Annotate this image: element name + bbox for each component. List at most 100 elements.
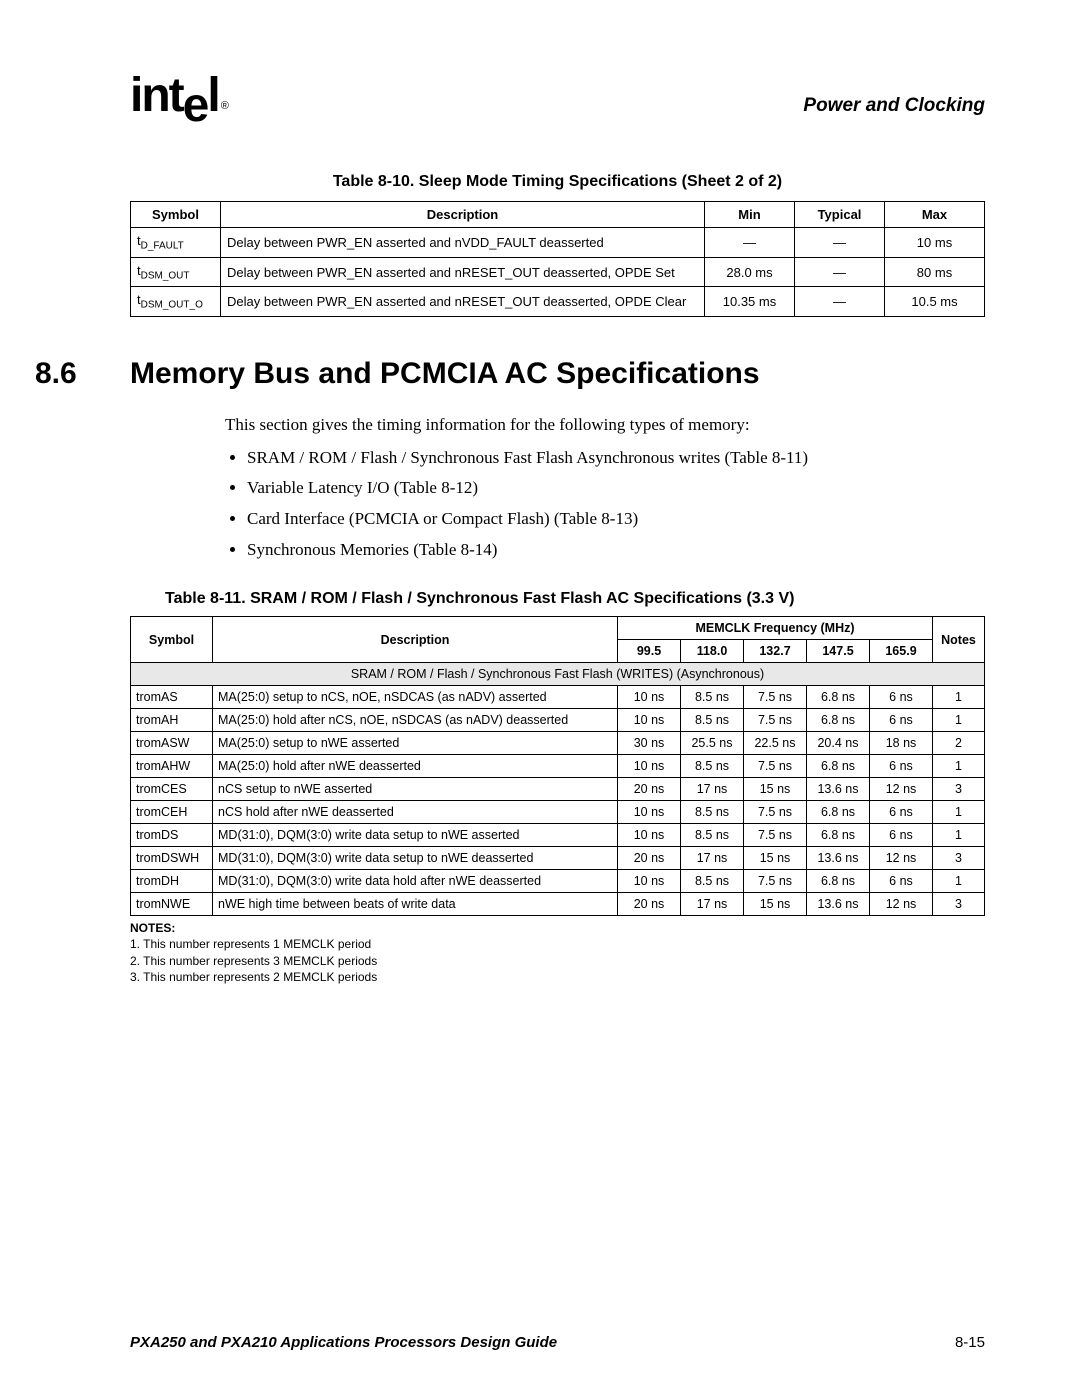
col-header-freq-value: 132.7 xyxy=(744,640,807,663)
cell-value: 10 ns xyxy=(618,824,681,847)
cell-value: 15 ns xyxy=(744,778,807,801)
cell-value: 6.8 ns xyxy=(807,686,870,709)
cell-value: 20 ns xyxy=(618,778,681,801)
cell-value: 10 ns xyxy=(618,709,681,732)
cell-value: 6 ns xyxy=(870,755,933,778)
note-line: 1. This number represents 1 MEMCLK perio… xyxy=(130,936,985,952)
section-number: 8.6 xyxy=(35,357,130,391)
intro-paragraph: This section gives the timing informatio… xyxy=(225,413,985,438)
cell-value: 7.5 ns xyxy=(744,824,807,847)
table-row: tDSM_OUTDelay between PWR_EN asserted an… xyxy=(131,257,985,287)
cell-value: 8.5 ns xyxy=(681,824,744,847)
col-header-symbol: Symbol xyxy=(131,202,221,228)
cell-note: 3 xyxy=(933,847,985,870)
cell-value: 15 ns xyxy=(744,893,807,916)
cell-description: MA(25:0) setup to nWE asserted xyxy=(213,732,618,755)
cell-value: 22.5 ns xyxy=(744,732,807,755)
cell-max: 10 ms xyxy=(885,228,985,258)
col-header-freq-value: 165.9 xyxy=(870,640,933,663)
cell-symbol: tromDH xyxy=(131,870,213,893)
cell-note: 1 xyxy=(933,824,985,847)
cell-symbol: tD_FAULT xyxy=(131,228,221,258)
cell-min: 10.35 ms xyxy=(705,287,795,317)
cell-value: 8.5 ns xyxy=(681,709,744,732)
cell-value: 6.8 ns xyxy=(807,709,870,732)
table-row: tromASMA(25:0) setup to nCS, nOE, nSDCAS… xyxy=(131,686,985,709)
list-item: Variable Latency I/O (Table 8-12) xyxy=(247,476,985,501)
table-row: tromAHWMA(25:0) hold after nWE deasserte… xyxy=(131,755,985,778)
cell-value: 6 ns xyxy=(870,801,933,824)
cell-typical: — xyxy=(795,257,885,287)
cell-note: 2 xyxy=(933,732,985,755)
col-header-notes: Notes xyxy=(933,617,985,663)
page: intel® Power and Clocking Table 8-10. Sl… xyxy=(0,0,1080,1397)
table-row: tromDSMD(31:0), DQM(3:0) write data setu… xyxy=(131,824,985,847)
cell-value: 15 ns xyxy=(744,847,807,870)
table-row: tromNWEnWE high time between beats of wr… xyxy=(131,893,985,916)
table-section-row: SRAM / ROM / Flash / Synchronous Fast Fl… xyxy=(131,663,985,686)
table-811-notes: NOTES: 1. This number represents 1 MEMCL… xyxy=(130,920,985,985)
notes-label: NOTES: xyxy=(130,921,175,935)
col-header-description: Description xyxy=(221,202,705,228)
cell-value: 17 ns xyxy=(681,778,744,801)
cell-value: 7.5 ns xyxy=(744,709,807,732)
cell-description: nCS setup to nWE asserted xyxy=(213,778,618,801)
col-header-freq-value: 118.0 xyxy=(681,640,744,663)
note-line: 2. This number represents 3 MEMCLK perio… xyxy=(130,953,985,969)
table-row: Symbol Description Min Typical Max xyxy=(131,202,985,228)
cell-value: 17 ns xyxy=(681,893,744,916)
cell-typical: — xyxy=(795,287,885,317)
section-heading: 8.6 Memory Bus and PCMCIA AC Specificati… xyxy=(130,357,985,391)
cell-value: 20.4 ns xyxy=(807,732,870,755)
cell-description: MA(25:0) hold after nWE deasserted xyxy=(213,755,618,778)
cell-value: 7.5 ns xyxy=(744,801,807,824)
table-row: tromAHMA(25:0) hold after nCS, nOE, nSDC… xyxy=(131,709,985,732)
cell-symbol: tromDS xyxy=(131,824,213,847)
cell-min: 28.0 ms xyxy=(705,257,795,287)
section-title: Memory Bus and PCMCIA AC Specifications xyxy=(130,357,760,391)
cell-value: 6 ns xyxy=(870,709,933,732)
cell-description: MA(25:0) setup to nCS, nOE, nSDCAS (as n… xyxy=(213,686,618,709)
cell-value: 7.5 ns xyxy=(744,686,807,709)
cell-value: 6 ns xyxy=(870,824,933,847)
cell-value: 18 ns xyxy=(870,732,933,755)
list-item: SRAM / ROM / Flash / Synchronous Fast Fl… xyxy=(247,446,985,471)
cell-value: 10 ns xyxy=(618,686,681,709)
cell-value: 13.6 ns xyxy=(807,778,870,801)
table-810: Symbol Description Min Typical Max tD_FA… xyxy=(130,201,985,317)
cell-description: MA(25:0) hold after nCS, nOE, nSDCAS (as… xyxy=(213,709,618,732)
table-row: tromDHMD(31:0), DQM(3:0) write data hold… xyxy=(131,870,985,893)
cell-value: 6.8 ns xyxy=(807,870,870,893)
cell-value: 12 ns xyxy=(870,847,933,870)
cell-symbol: tromAH xyxy=(131,709,213,732)
table-row: tromASWMA(25:0) setup to nWE asserted30 … xyxy=(131,732,985,755)
cell-value: 6.8 ns xyxy=(807,824,870,847)
note-line: 3. This number represents 2 MEMCLK perio… xyxy=(130,969,985,985)
cell-description: nWE high time between beats of write dat… xyxy=(213,893,618,916)
cell-description: MD(31:0), DQM(3:0) write data setup to n… xyxy=(213,847,618,870)
chapter-name: Power and Clocking xyxy=(803,95,985,117)
page-header: intel® Power and Clocking xyxy=(130,80,985,123)
cell-value: 17 ns xyxy=(681,847,744,870)
cell-description: MD(31:0), DQM(3:0) write data hold after… xyxy=(213,870,618,893)
cell-note: 1 xyxy=(933,801,985,824)
list-item: Synchronous Memories (Table 8-14) xyxy=(247,538,985,563)
table-811-caption: Table 8-11. SRAM / ROM / Flash / Synchro… xyxy=(165,590,985,608)
cell-value: 12 ns xyxy=(870,893,933,916)
list-item: Card Interface (PCMCIA or Compact Flash)… xyxy=(247,507,985,532)
cell-value: 20 ns xyxy=(618,847,681,870)
cell-value: 13.6 ns xyxy=(807,847,870,870)
table-row: tDSM_OUT_ODelay between PWR_EN asserted … xyxy=(131,287,985,317)
section-body: This section gives the timing informatio… xyxy=(225,413,985,562)
cell-value: 7.5 ns xyxy=(744,870,807,893)
col-header-min: Min xyxy=(705,202,795,228)
cell-value: 6 ns xyxy=(870,870,933,893)
table-811: Symbol Description MEMCLK Frequency (MHz… xyxy=(130,616,985,916)
cell-value: 8.5 ns xyxy=(681,755,744,778)
cell-value: 25.5 ns xyxy=(681,732,744,755)
section-label: SRAM / ROM / Flash / Synchronous Fast Fl… xyxy=(131,663,985,686)
cell-value: 8.5 ns xyxy=(681,801,744,824)
cell-value: 30 ns xyxy=(618,732,681,755)
cell-note: 1 xyxy=(933,709,985,732)
cell-description: MD(31:0), DQM(3:0) write data setup to n… xyxy=(213,824,618,847)
